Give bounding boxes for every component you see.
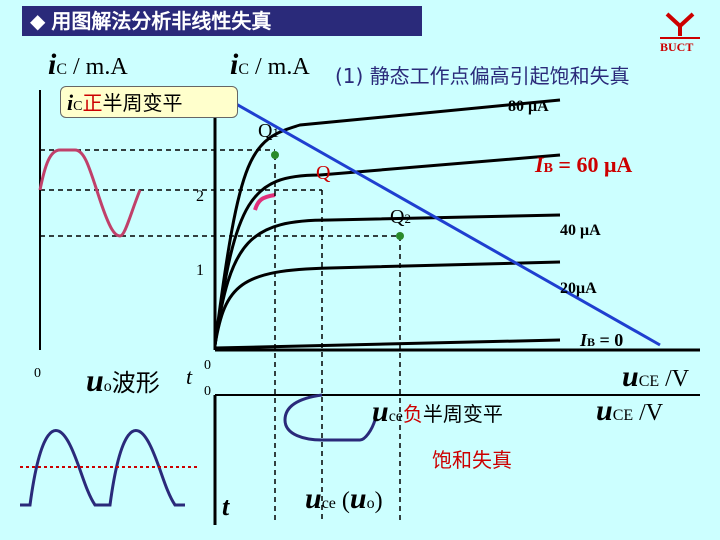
zero-lower: 0 [204,384,211,399]
uce-axis-label-lower: uCE /V [596,394,664,427]
ic-waveform [38,148,142,238]
t-label-top: t [186,364,193,389]
uo-waveform [20,429,185,507]
curve-0-label: IB = 0 [580,330,624,350]
curve-80-label: 80 μA [508,98,549,115]
diamond-icon: ◆ [30,9,46,33]
zero-origin: 0 [204,358,211,373]
t-label-bottom: t [222,492,230,521]
uce-uo-label: uce (uo) [305,482,383,515]
curve-60ua [213,153,561,346]
curve-40ua [213,213,561,346]
curve-20-label: 20μA [560,280,597,297]
tick-2: 2 [196,188,204,205]
zero-left: 0 [34,366,41,381]
uo-label: uo波形 [86,362,160,398]
q2-label: Q2 [390,206,411,228]
logo-text: BUCT [660,40,694,54]
logo-mark [665,12,695,29]
saturation-label: 饱和失真 [432,448,512,472]
tick-1: 1 [196,262,204,279]
q-label: Q [316,162,331,184]
uce-note: uce负半周变平 [372,395,503,428]
curve-80ua [213,98,561,346]
ic-callout: iC正半周变平 [60,86,238,118]
subtitle: (1) 静态工作点偏高引起饱和失真 [335,64,630,88]
load-line [214,90,661,347]
q1-label: Q1 [258,120,279,142]
curve-60-label: IB = 60 μA [535,152,633,177]
distorted-segment [253,193,276,211]
curve-20ua [213,260,561,346]
uce-waveform [283,393,377,442]
q1-point [271,151,279,159]
uce-axis-label: uCE /V [622,360,690,393]
curve-40-label: 40 μA [560,222,601,239]
ic-axis-label: iC / m.A [230,48,310,81]
title-bar: ◆ 用图解法分析非线性失真 [22,6,422,36]
curve-0ua [214,338,561,350]
q2-point [396,232,404,240]
page-title: 用图解法分析非线性失真 [51,9,272,33]
ic-left-label: iC / m.A [48,48,128,81]
